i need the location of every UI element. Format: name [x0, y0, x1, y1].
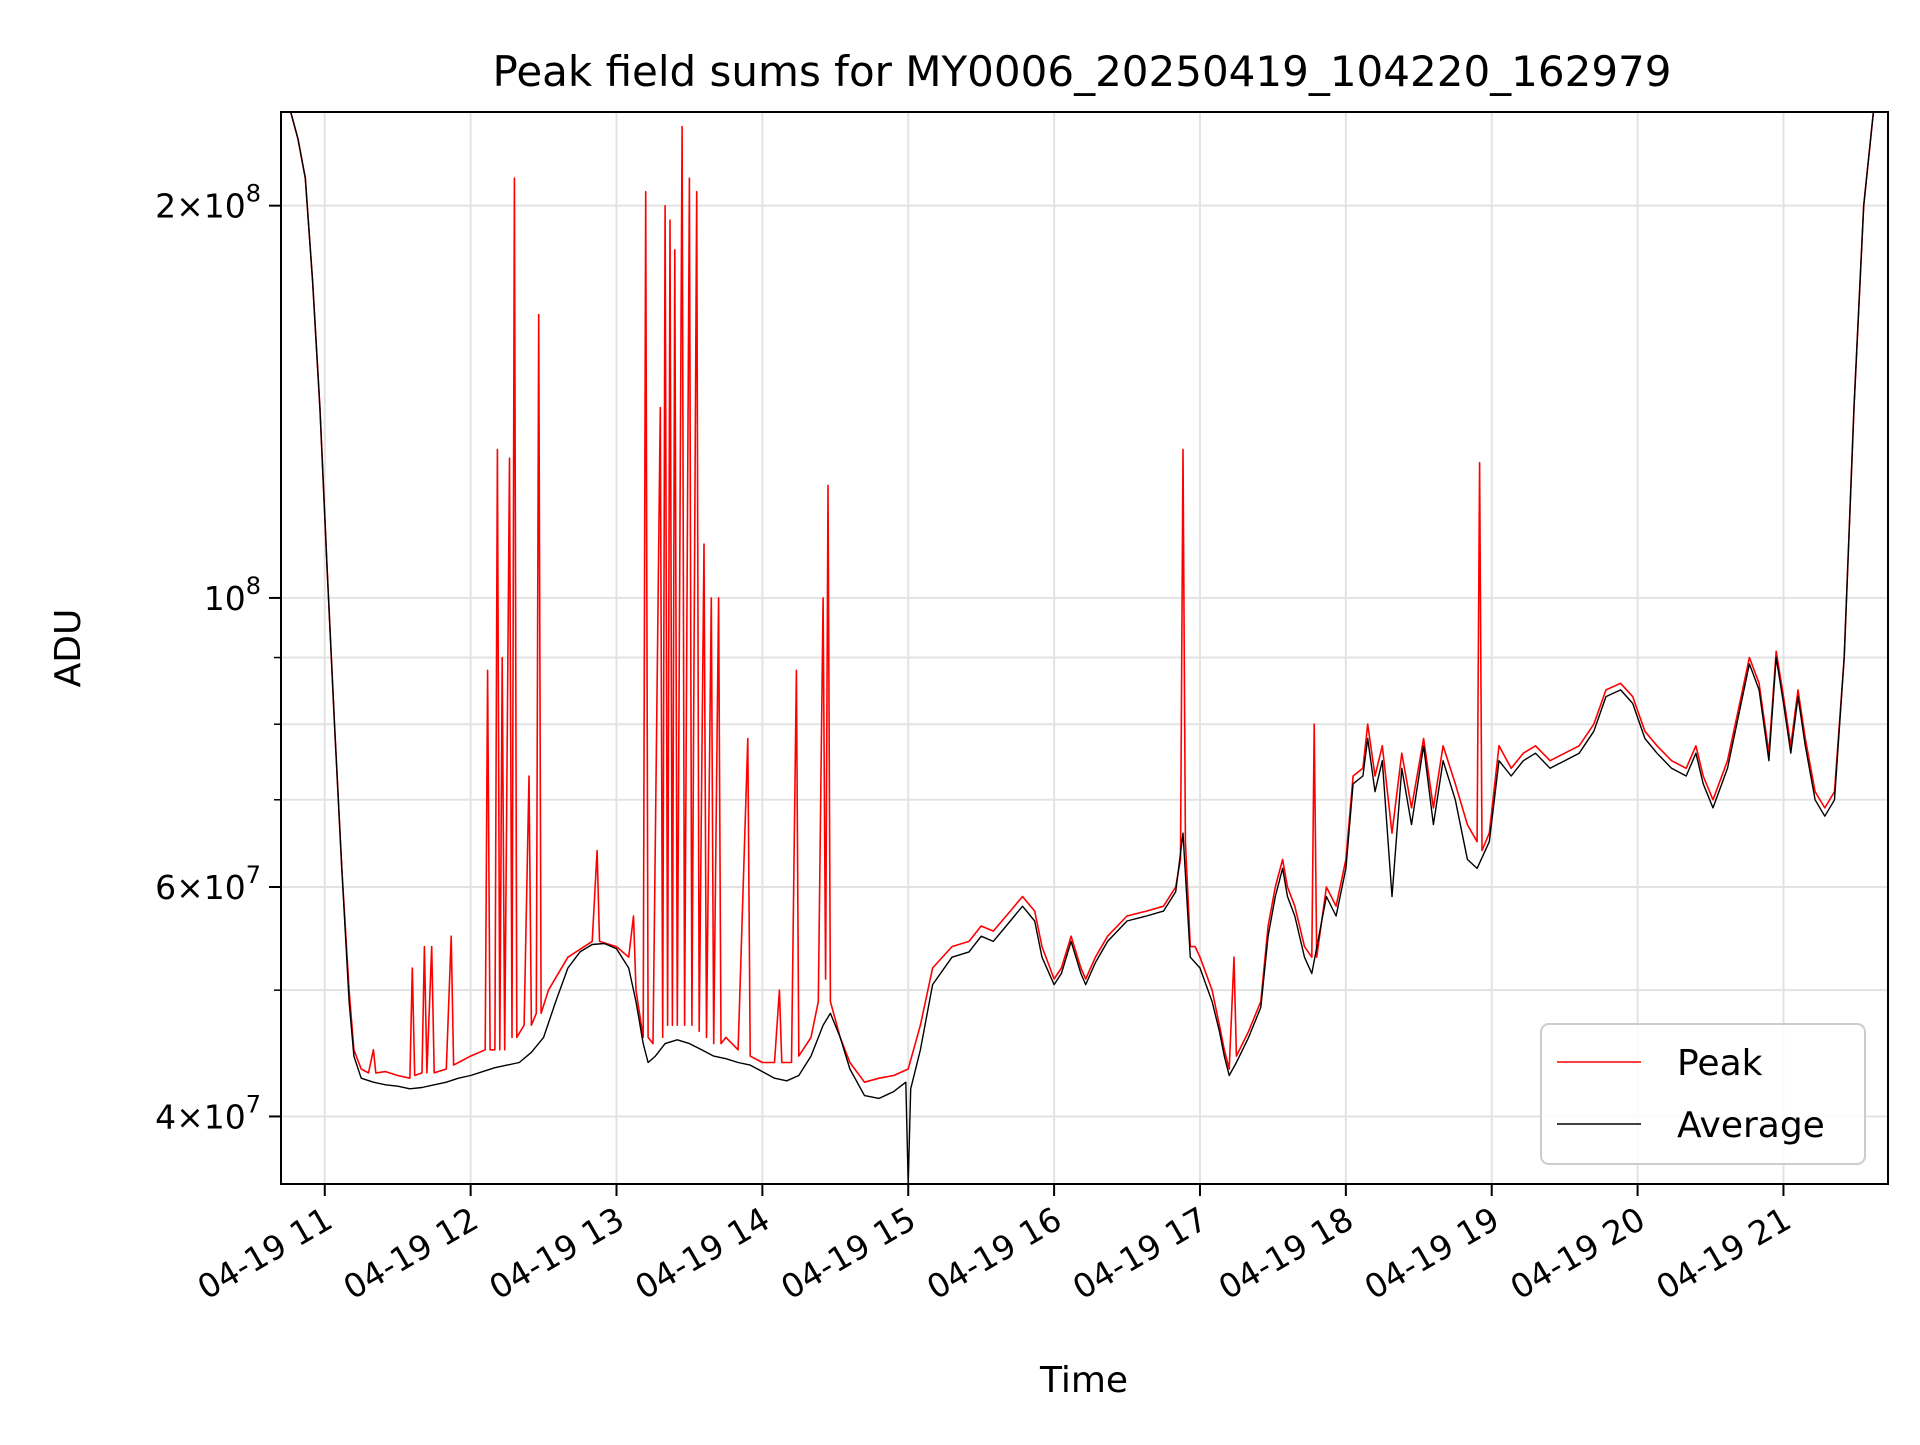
plot-frame [280, 111, 1889, 1185]
y-axis-label: ADU [48, 609, 89, 688]
y-tick-label: 2×108 [155, 180, 261, 226]
y-tick-label: 108 [204, 572, 261, 618]
legend-average-label: Average [1677, 1105, 1825, 1146]
series-line-peak [281, 112, 1888, 1083]
legend-box [1540, 1023, 1866, 1165]
x-axis-label: Time [1039, 1360, 1128, 1401]
plot-series [281, 112, 1888, 1184]
series-line-average [281, 112, 1888, 1184]
chart-title: Peak field sums for MY0006_20250419_1042… [492, 47, 1671, 96]
grid-lines [281, 112, 1888, 1184]
legend-peak-label: Peak [1677, 1043, 1763, 1084]
y-tick-label: 6×107 [155, 861, 261, 907]
legend: Peak Average [1540, 1023, 1866, 1165]
y-tick-label: 4×107 [155, 1090, 261, 1136]
